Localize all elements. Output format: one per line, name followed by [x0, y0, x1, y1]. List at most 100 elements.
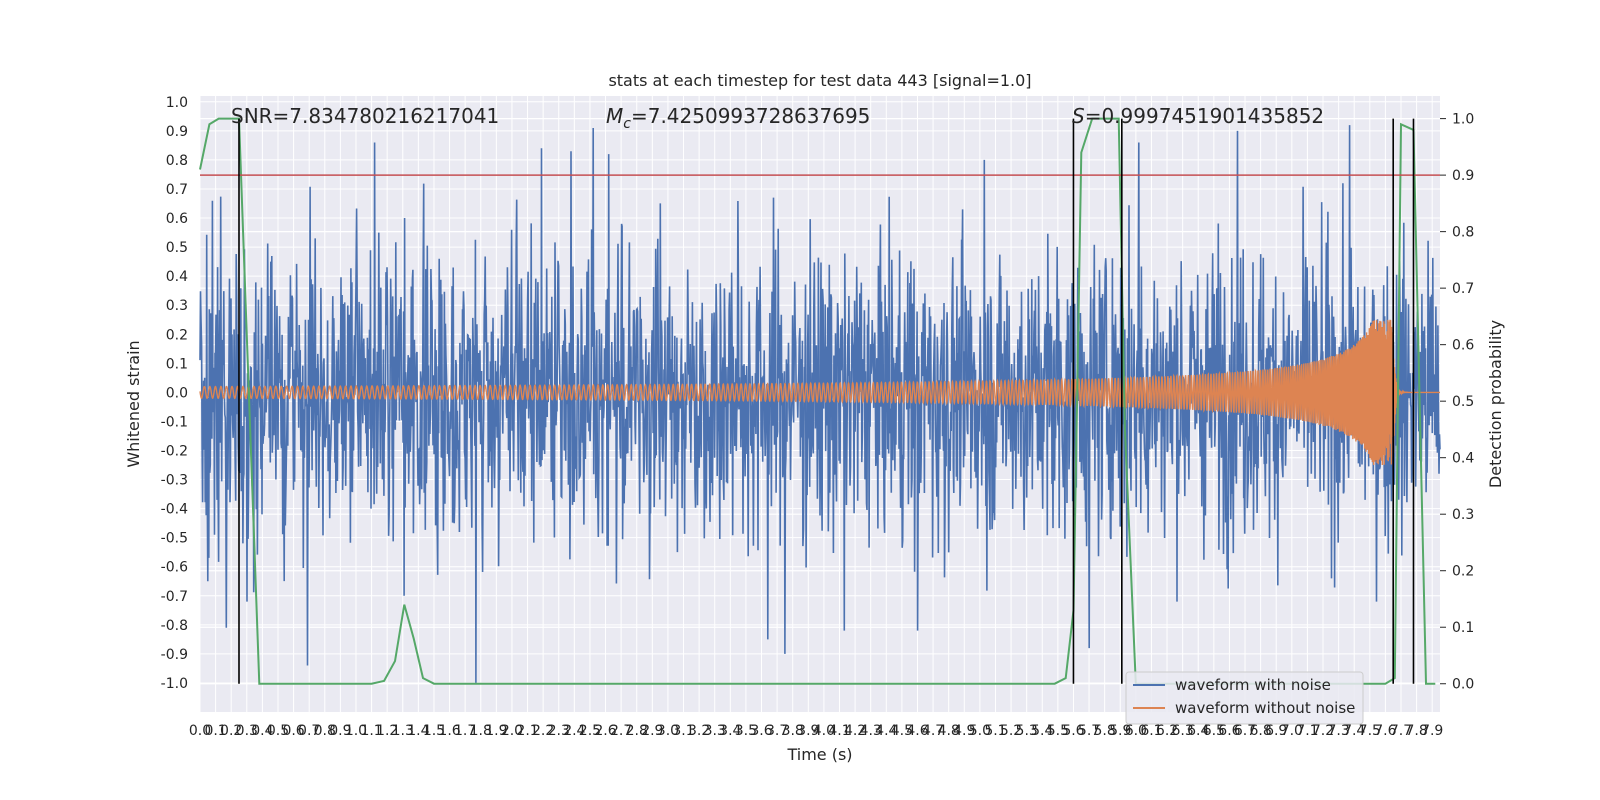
x-tick-label: 5.4 [1031, 723, 1053, 739]
y-right-tick-labels: 1.0 0.9 0.8 0.7 0.6 0.5 0.4 0.3 0.2 0.1 0.0 [1440, 112, 1474, 693]
y-right-tick-label: 0.8 [1452, 225, 1474, 241]
x-tick-label: 4.5 [891, 723, 913, 739]
x-tick-label: 5.5 [1047, 723, 1069, 739]
x-tick-label: 2.5 [579, 723, 601, 739]
y-right-tick-label: 0.7 [1452, 281, 1474, 297]
x-tick-label: 7.6 [1374, 723, 1396, 739]
x-tick-label: 6.5 [1203, 723, 1225, 739]
legend: waveform with noise waveform without noi… [1125, 671, 1364, 725]
x-tick-label: 3.4 [719, 723, 741, 739]
x-tick-label: 7.9 [1421, 723, 1443, 739]
event-markers [238, 118, 1415, 684]
x-tick-label: 4.1 [828, 723, 850, 739]
x-tick-label: 0.7 [298, 723, 320, 739]
chirp-mass-symbol: M [606, 104, 623, 128]
x-tick-label: 1.8 [470, 723, 492, 739]
x-tick-label: 1.2 [376, 723, 398, 739]
x-tick-label: 7.4 [1343, 723, 1365, 739]
x-tick-label: 0.9 [329, 723, 351, 739]
y-tick-label: 0.6 [166, 211, 188, 227]
x-tick-label: 6.7 [1234, 723, 1256, 739]
y-tick-label: 0.8 [166, 153, 188, 169]
x-tick-label: 6.2 [1156, 723, 1178, 739]
x-tick-label: 3.5 [735, 723, 757, 739]
x-tick-label: 4.3 [860, 723, 882, 739]
x-tick-label: 7.1 [1296, 723, 1318, 739]
y-tick-label: -0.6 [161, 560, 188, 576]
x-tick-label: 2.0 [501, 723, 523, 739]
x-tick-label: 7.0 [1281, 723, 1303, 739]
x-tick-label: 1.7 [454, 723, 476, 739]
snr-annotation: SNR=7.834780216217041 [231, 104, 499, 128]
y-tick-label: 0.2 [166, 327, 188, 343]
score-value: =0.9997451901435852 [1085, 104, 1324, 128]
y-right-tick-label: 0.1 [1452, 620, 1474, 636]
x-tick-label: 6.9 [1265, 723, 1287, 739]
y-tick-label: -0.5 [161, 531, 188, 547]
y-tick-labels: 1.0 0.9 0.8 0.7 0.6 0.5 0.4 0.3 0.2 0.1 0.0 -0.1 -0.… [161, 95, 188, 692]
y-right-tick-label: 0.2 [1452, 564, 1474, 580]
x-tick-label: 5.3 [1016, 723, 1038, 739]
x-tick-label: 2.9 [641, 723, 663, 739]
y-right-tick-label: 0.3 [1452, 507, 1474, 523]
y-tick-label: 0.3 [166, 298, 188, 314]
x-tick-label: 2.2 [532, 723, 554, 739]
x-tick-label: 1.4 [407, 723, 429, 739]
y-tick-label: 0.1 [166, 356, 188, 372]
y-tick-label: 0.4 [166, 269, 188, 285]
y-tick-label: -0.3 [161, 473, 188, 489]
x-tick-label: 3.9 [797, 723, 819, 739]
noisy-waveform-line [199, 125, 1441, 683]
x-tick-label: 1.9 [485, 723, 507, 739]
series-waveform-without-noise [199, 319, 1440, 466]
x-tick-label: 5.0 [969, 723, 991, 739]
score-symbol: S [1072, 104, 1085, 128]
y-right-axis-label: Detection probability [1486, 320, 1505, 488]
x-tick-label: 7.8 [1405, 723, 1427, 739]
score-annotation: S=0.9997451901435852 [1072, 104, 1324, 128]
x-tick-label: 4.6 [906, 723, 928, 739]
y-tick-label: 0.7 [166, 182, 188, 198]
x-tick-label: 6.6 [1218, 723, 1240, 739]
x-tick-label: 2.8 [626, 723, 648, 739]
x-tick-label: 6.8 [1249, 723, 1271, 739]
x-tick-label: 0.3 [236, 723, 258, 739]
y-tick-label: -1.0 [161, 676, 188, 692]
y-tick-label: -0.1 [161, 414, 188, 430]
x-tick-label: 0.6 [282, 723, 304, 739]
x-tick-label: 3.7 [766, 723, 788, 739]
x-tick-label: 1.6 [438, 723, 460, 739]
y-tick-label: -0.9 [161, 647, 188, 663]
x-tick-label: 6.3 [1172, 723, 1194, 739]
y-tick-label: 0.9 [166, 124, 188, 140]
x-tick-label: 3.0 [657, 723, 679, 739]
x-tick-label: 5.6 [1062, 723, 1084, 739]
x-tick-label: 3.3 [704, 723, 726, 739]
y-tick-label: 1.0 [166, 95, 188, 111]
x-tick-label: 7.3 [1327, 723, 1349, 739]
x-tick-label: 4.8 [938, 723, 960, 739]
x-tick-label: 3.1 [672, 723, 694, 739]
chirp-mass-subscript: c [623, 116, 631, 132]
x-tick-label: 0.5 [267, 723, 289, 739]
x-tick-label: 5.7 [1078, 723, 1100, 739]
x-tick-label: 4.0 [813, 723, 835, 739]
x-tick-label: 5.8 [1094, 723, 1116, 739]
x-tick-label: 0.8 [314, 723, 336, 739]
y-right-tick-label: 0.6 [1452, 338, 1474, 354]
x-tick-label: 4.2 [844, 723, 866, 739]
x-tick-label: 0.2 [220, 723, 242, 739]
x-tick-label: 3.2 [688, 723, 710, 739]
chart-title: stats at each timestep for test data 443… [608, 71, 1031, 90]
x-tick-label: 1.3 [392, 723, 414, 739]
x-tick-label: 4.4 [875, 723, 897, 739]
x-tick-labels: 0.00.10.20.30.40.50.60.70.80.91.01.11.21… [189, 723, 1443, 739]
y-right-tick-label: 0.5 [1452, 394, 1474, 410]
y-tick-label: -0.8 [161, 618, 188, 634]
y-right-tick-label: 1.0 [1452, 112, 1474, 128]
x-tick-label: 1.0 [345, 723, 367, 739]
x-tick-label: 2.4 [563, 723, 585, 739]
clean-waveform-line [199, 319, 1440, 466]
x-tick-label: 6.1 [1140, 723, 1162, 739]
